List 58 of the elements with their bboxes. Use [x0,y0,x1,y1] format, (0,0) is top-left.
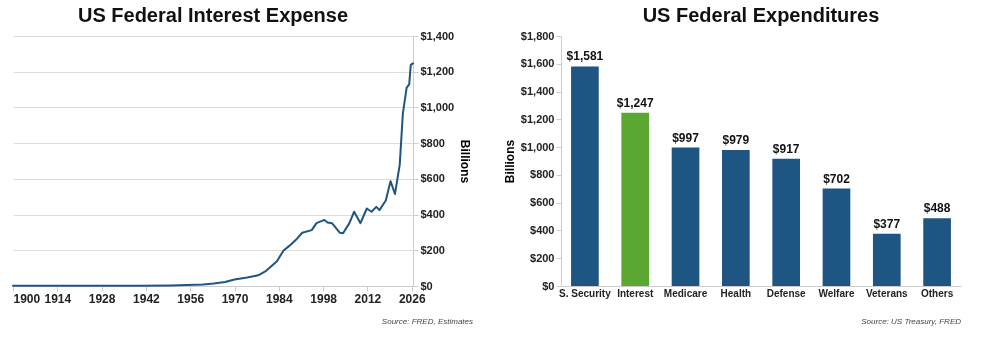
data-label: $917 [772,141,800,156]
x-tick-label: 1914 [44,291,72,306]
x-tick-label: Defense [766,287,807,299]
y-tick-label: $400 [530,223,555,236]
x-tick-label: 2012 [354,291,382,306]
y-tick-label: $800 [420,136,445,149]
y-tick-label: $1,200 [420,65,455,78]
y-tick-label: $0 [542,279,555,292]
y-tick-label: $400 [420,208,445,221]
y-tick-label: $200 [420,243,445,256]
x-tick-label: 2026 [398,291,426,306]
bar [571,66,599,286]
x-tick-label: 1998 [310,291,338,306]
bar [822,188,851,286]
bar [621,112,650,286]
source-note: Source: US Treasury, FRED [861,317,962,326]
y-tick-label: $1,000 [420,100,455,113]
x-tick-label: Medicare [663,287,708,299]
y-tick-label: $1,400 [420,29,455,42]
bar [671,147,700,286]
y-tick-label: $1,400 [520,85,555,98]
data-label: $377 [873,216,901,231]
bar [722,150,750,286]
y-tick-label: $1,600 [520,57,555,70]
x-tick-label: 1900 [13,291,41,306]
data-label: $979 [722,133,750,148]
y-tick-label: $200 [530,251,555,264]
x-tick-label: 1956 [177,291,205,306]
data-label: $1,581 [566,49,604,64]
x-tick-label: 1970 [221,291,249,306]
y-tick-label: $800 [530,168,555,181]
bar [772,158,800,286]
x-tick-label: 1984 [265,291,293,306]
x-tick-label: Interest [617,287,654,299]
data-label: $997 [672,130,700,145]
data-label: $488 [923,201,951,216]
bar [872,233,901,286]
source-note: Source: FRED, Estimates [381,317,473,326]
data-label: $702 [823,171,851,186]
x-tick-label: 1942 [133,291,161,306]
x-tick-label: Health [720,287,752,299]
bar [923,218,951,286]
y-axis-title: Billions [502,139,517,184]
chart-title: US Federal Interest Expense [77,4,349,26]
y-tick-label: $600 [420,172,445,185]
x-tick-label: Veterans [865,287,909,299]
y-tick-label: $1,200 [520,112,555,125]
y-tick-label: $600 [530,196,555,209]
y-axis-title: Billions [458,139,473,184]
chart-title: US Federal Expenditures [642,4,880,26]
data-label: $1,247 [616,95,654,110]
x-tick-label: Others [920,287,954,299]
y-tick-label: $1,800 [520,29,555,42]
y-tick-label: $1,000 [520,140,555,153]
x-tick-label: Welfare [818,287,855,299]
x-tick-label: S. Security [559,287,612,299]
y-tick-label: $0 [420,279,433,292]
x-tick-label: 1928 [88,291,116,306]
